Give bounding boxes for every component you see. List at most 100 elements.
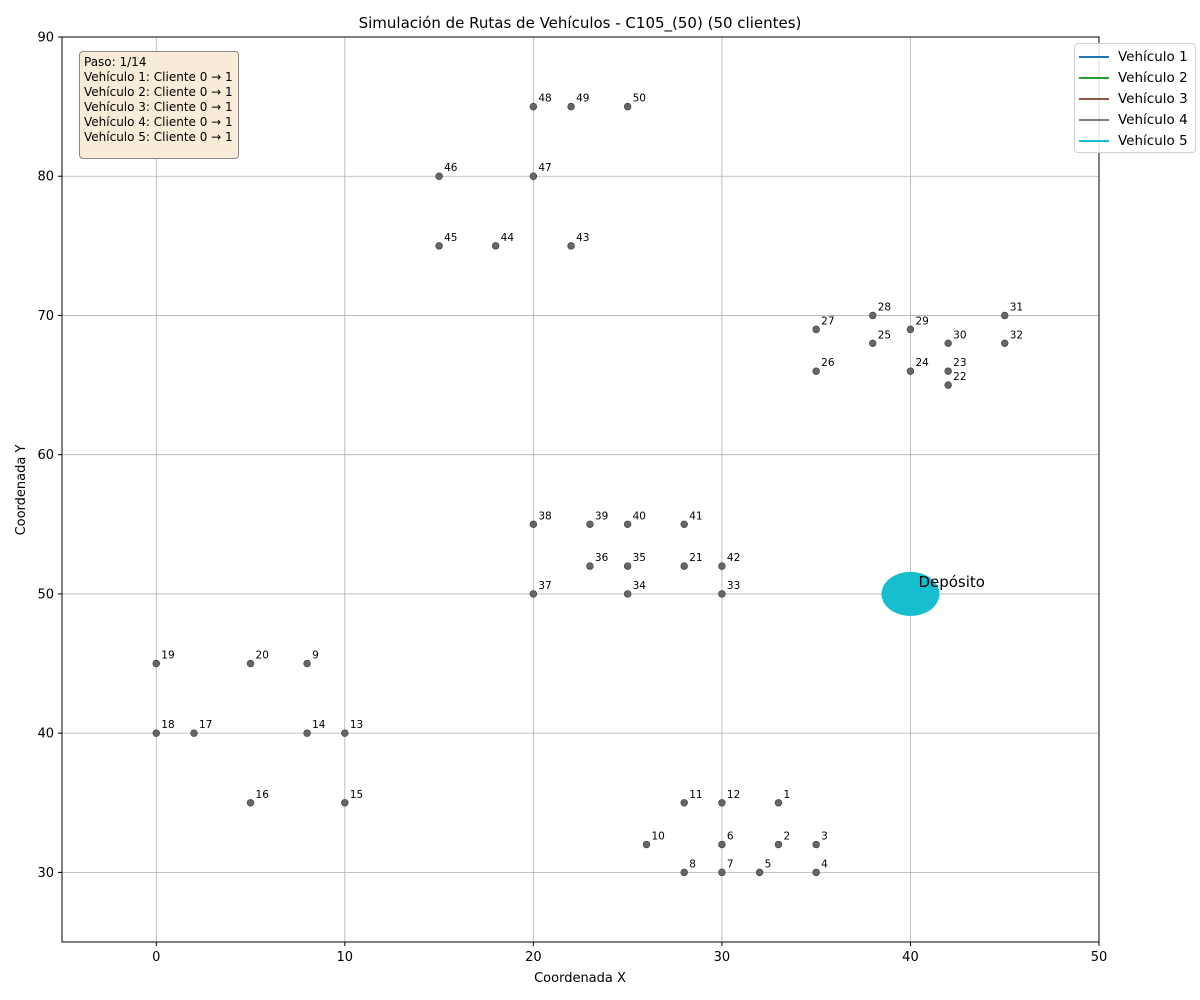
customer-point xyxy=(246,659,255,668)
x-tick-label: 30 xyxy=(714,950,731,965)
customer-label: 32 xyxy=(1010,329,1023,341)
customer-point xyxy=(718,562,726,570)
customer-point xyxy=(1001,339,1009,348)
customer-point xyxy=(623,102,632,111)
legend-swatch xyxy=(1079,139,1109,142)
customer-point xyxy=(680,868,688,877)
customer-label: 42 xyxy=(727,552,740,564)
customer-point xyxy=(944,339,952,348)
step-info-line: Paso: 1/14 xyxy=(84,55,147,69)
legend-item: Vehículo 2 xyxy=(1079,67,1191,88)
customer-point xyxy=(529,172,538,180)
customer-label: 10 xyxy=(651,831,664,843)
step-info-line: Vehículo 1: Cliente 0 → 1 xyxy=(84,70,233,84)
customer-label: 25 xyxy=(878,329,891,341)
depot-label: Depósito xyxy=(918,573,985,591)
customer-point xyxy=(944,367,952,375)
customer-point xyxy=(190,729,198,737)
legend-item: Vehículo 4 xyxy=(1079,109,1191,130)
customer-point xyxy=(152,659,160,668)
customer-label: 29 xyxy=(915,315,928,327)
customer-label: 50 xyxy=(633,93,646,105)
customer-point xyxy=(812,325,820,334)
customer-point xyxy=(491,242,500,250)
step-info-line: Vehículo 5: Cliente 0 → 1 xyxy=(84,130,233,144)
customer-point xyxy=(718,590,726,598)
customer-label: 15 xyxy=(350,789,363,801)
y-axis-label: Coordenada Y xyxy=(14,445,29,536)
customer-label: 33 xyxy=(727,580,740,592)
customer-point xyxy=(718,840,726,849)
customer-label: 21 xyxy=(689,552,702,564)
customer-point xyxy=(529,102,538,111)
customer-label: 28 xyxy=(878,301,891,313)
customer-point xyxy=(812,840,820,849)
customer-label: 14 xyxy=(312,719,326,731)
x-tick-label: 0 xyxy=(152,950,160,965)
customer-label: 8 xyxy=(689,858,696,870)
customer-label: 22 xyxy=(953,371,966,383)
customer-point xyxy=(435,172,443,180)
legend-item: Vehículo 5 xyxy=(1079,130,1191,151)
customer-point xyxy=(680,520,688,529)
customer-point xyxy=(755,868,764,877)
legend-swatch xyxy=(1079,55,1109,58)
customer-label: 1 xyxy=(783,789,790,801)
step-info-line: Vehículo 2: Cliente 0 → 1 xyxy=(84,85,233,99)
customer-point xyxy=(1001,311,1009,320)
legend-item: Vehículo 3 xyxy=(1079,88,1191,109)
y-tick-label: 50 xyxy=(37,587,54,602)
customer-point xyxy=(774,799,783,807)
customer-label: 26 xyxy=(821,357,835,369)
customer-point xyxy=(812,367,820,375)
customer-label: 6 xyxy=(727,831,734,843)
customer-label: 23 xyxy=(953,357,966,369)
customer-point xyxy=(680,562,688,570)
depot-marker xyxy=(881,571,940,616)
customer-point xyxy=(567,102,575,111)
customer-label: 20 xyxy=(256,650,269,662)
customer-point xyxy=(718,868,726,877)
step-info-box: Paso: 1/14 Vehículo 1: Cliente 0 → 1 Veh… xyxy=(79,51,239,159)
x-tick-label: 20 xyxy=(525,950,542,965)
customer-label: 38 xyxy=(538,510,551,522)
customer-label: 31 xyxy=(1010,301,1023,313)
customer-point xyxy=(435,242,443,250)
customer-label: 11 xyxy=(689,789,702,801)
customer-label: 12 xyxy=(727,789,740,801)
x-tick-label: 10 xyxy=(337,950,354,965)
legend-label: Vehículo 1 xyxy=(1118,48,1188,65)
customer-point xyxy=(246,799,255,807)
customer-label: 48 xyxy=(538,93,551,105)
customer-point xyxy=(586,520,594,529)
customer-label: 24 xyxy=(915,357,929,369)
x-tick-label: 40 xyxy=(902,950,919,965)
customer-label: 47 xyxy=(538,162,551,174)
customer-point xyxy=(529,520,538,529)
customer-label: 4 xyxy=(821,858,828,870)
x-axis-label: Coordenada X xyxy=(534,971,626,986)
customer-label: 37 xyxy=(538,580,551,592)
legend: Vehículo 1 Vehículo 2 Vehículo 3 Vehícul… xyxy=(1074,43,1196,153)
step-info-line: Vehículo 3: Cliente 0 → 1 xyxy=(84,100,233,114)
customer-point xyxy=(152,729,160,737)
customer-label: 45 xyxy=(444,232,457,244)
y-tick-label: 40 xyxy=(37,727,54,742)
customer-label: 44 xyxy=(501,232,515,244)
customer-point xyxy=(303,729,311,737)
customer-label: 16 xyxy=(256,789,270,801)
customer-point xyxy=(341,799,349,807)
customer-point xyxy=(529,590,538,598)
customer-label: 17 xyxy=(199,719,212,731)
legend-label: Vehículo 5 xyxy=(1118,132,1188,149)
grid xyxy=(62,36,1100,942)
customer-point xyxy=(869,311,877,320)
legend-swatch xyxy=(1079,118,1109,121)
customer-point xyxy=(944,381,952,389)
customer-label: 41 xyxy=(689,510,702,522)
customer-point xyxy=(642,840,651,849)
y-tick-label: 80 xyxy=(37,170,54,185)
customer-label: 2 xyxy=(783,831,790,843)
